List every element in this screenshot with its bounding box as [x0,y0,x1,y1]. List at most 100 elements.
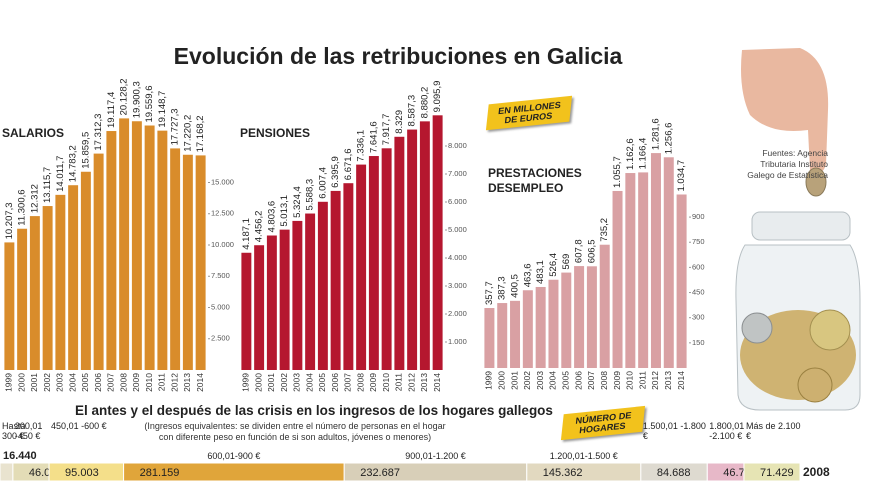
jar-illustration [735,211,861,411]
bar [68,185,79,370]
bar [548,279,559,368]
data-label: 387,3 [497,276,508,300]
x-tick-label: 2001 [29,373,39,392]
y-tick-label: 10.000 [211,240,234,249]
x-tick-label: 2008 [118,373,128,392]
data-label: 95.003 [65,467,99,479]
bar [535,286,546,368]
x-tick-label: 2012 [169,373,179,392]
x-tick-label: 2001 [509,371,519,390]
x-tick-label: 2011 [157,373,167,392]
section-title: El antes y el después de las crisis en l… [75,403,553,418]
y-tick-label: 15.000 [211,177,234,186]
data-label: 735,2 [599,218,610,242]
y-tick-label: 5.000 [211,302,230,311]
data-label: 463,6 [522,263,533,287]
x-tick-label: 2003 [55,373,65,392]
bar [29,216,40,370]
data-label: 15.859,5 [80,132,91,169]
bar [170,148,181,370]
bar [4,242,15,370]
bar [93,153,104,370]
data-label: 1.281,6 [650,118,661,150]
bar [510,300,521,368]
data-label: 20.128,2 [119,78,130,115]
data-label: 7.917,7 [381,114,392,146]
data-label: 1.256,6 [663,123,674,155]
bar [55,194,66,370]
data-label: 9.095,9 [432,81,443,113]
x-tick-label: 2002 [522,371,532,390]
x-tick-label: 2001 [266,373,276,392]
bar [612,190,623,368]
x-tick-label: 2006 [330,373,340,392]
x-tick-label: 2004 [67,373,77,392]
data-label: 6.671,6 [343,148,354,180]
data-label: 16.440 [3,450,37,462]
data-label: 281.159 [140,467,180,479]
data-label: 7.336,1 [356,130,367,162]
data-label: 19.117,4 [106,92,117,128]
x-tick-label: 2005 [561,371,571,390]
x-tick-label: 2007 [586,371,596,390]
x-tick-label: 2004 [304,373,314,392]
bin-label: 1.800,01 -2.100 € [709,421,745,441]
bar [254,245,265,370]
y-tick-label: 900 [692,212,705,221]
chart-title: SALARIOS [2,126,65,140]
bar [195,155,206,370]
sources: Fuentes: Agencia Tributaria Instituto Ga… [747,148,828,180]
x-tick-label: 2005 [80,373,90,392]
data-label: 19.900,3 [131,81,142,118]
bar [419,121,430,370]
bin-label: Más de 2.100 € [745,421,801,441]
data-label: 8.880,2 [419,87,430,119]
bar [241,252,252,370]
y-tick-label: 450 [692,288,705,297]
x-tick-label: 2013 [663,371,673,390]
x-tick-label: 2010 [144,373,154,392]
data-label: 6.395,9 [330,156,341,188]
x-tick-label: 2000 [496,371,506,390]
x-tick-label: 2003 [535,371,545,390]
x-tick-label: 2013 [419,373,429,392]
y-tick-label: 300 [692,313,705,322]
bar [266,235,277,370]
data-label: 6.007,4 [317,167,328,199]
data-label: 8.587,3 [407,95,418,127]
data-label: 14.783,2 [68,145,79,182]
bar [599,244,610,368]
y-tick-label: 150 [692,338,705,347]
y-tick-label: 600 [692,262,705,271]
y-tick-label: 3.000 [448,281,467,290]
bar [17,228,28,370]
bar [368,156,379,370]
x-tick-label: 2000 [16,373,26,392]
x-tick-label: 2000 [253,373,263,392]
x-tick-label: 2010 [625,371,635,390]
data-label: 232.687 [360,467,400,479]
data-label: 12.312 [29,184,40,213]
bar [317,201,328,370]
bar [279,229,290,370]
bin-label: Hasta 300 € [2,421,26,441]
bin-label: 1.500,01 -1.800 € [642,421,706,441]
y-tick-label: 8.000 [448,141,467,150]
y-tick-label: 12.500 [211,209,234,218]
x-tick-label: 2014 [676,371,686,390]
bar [144,125,155,370]
data-label: 357,7 [484,281,495,305]
bin-label: 600,01-900 € [207,451,261,461]
x-tick-label: 1999 [4,373,14,392]
data-label: 10.207,3 [4,202,15,239]
y-tick-label: 2.000 [448,309,467,318]
x-tick-label: 2009 [131,373,141,392]
bar [497,303,508,368]
x-tick-label: 2011 [394,373,404,392]
y-tick-label: 6.000 [448,197,467,206]
data-label: 17.727,3 [170,108,181,145]
bar [305,213,316,370]
y-tick-label: 5.000 [448,225,467,234]
bin-label: 1.200,01-1.500 € [549,451,618,461]
